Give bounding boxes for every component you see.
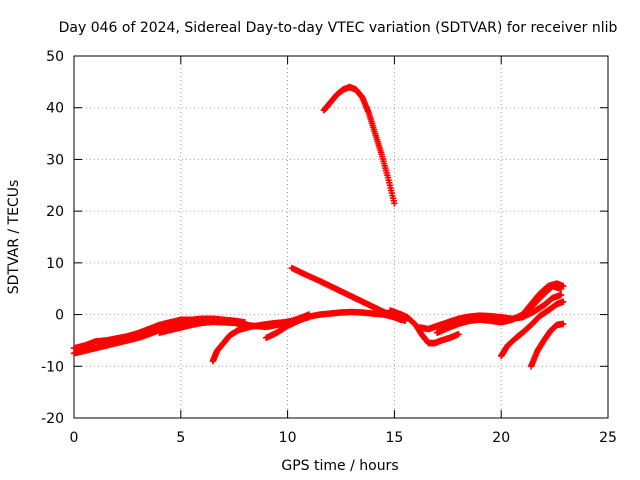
x-tick-label: 5 bbox=[176, 430, 185, 446]
series-track-12 bbox=[527, 320, 567, 370]
data-point bbox=[557, 291, 565, 299]
y-tick-label: -10 bbox=[41, 359, 64, 375]
data-point bbox=[559, 298, 567, 305]
data-point bbox=[559, 282, 567, 290]
y-tick-label: 40 bbox=[46, 101, 64, 117]
series-track-8 bbox=[386, 307, 462, 347]
series-track-11 bbox=[498, 298, 567, 360]
plot-frame bbox=[73, 55, 609, 419]
x-tick-label: 10 bbox=[279, 430, 297, 446]
y-tick-label: 20 bbox=[46, 204, 64, 220]
data-point bbox=[455, 331, 462, 338]
series-track-13 bbox=[519, 280, 567, 318]
chart-title: Day 046 of 2024, Sidereal Day-to-day VTE… bbox=[59, 20, 618, 36]
y-tick-label: 30 bbox=[46, 152, 64, 168]
x-axis-ticks: 0 5 10 15 20 25 bbox=[70, 56, 617, 446]
data-point bbox=[559, 320, 567, 328]
y-tick-label: -20 bbox=[41, 411, 64, 427]
y-tick-label: 0 bbox=[55, 308, 64, 324]
x-tick-label: 15 bbox=[385, 430, 403, 446]
x-axis-label: GPS time / hours bbox=[281, 458, 398, 474]
data-point bbox=[391, 200, 398, 207]
y-axis-ticks: -20 -10 0 10 20 30 40 50 bbox=[41, 49, 608, 427]
series-track-4 bbox=[209, 313, 313, 365]
x-tick-label: 0 bbox=[70, 430, 79, 446]
x-tick-label: 25 bbox=[599, 430, 617, 446]
y-tick-label: 50 bbox=[46, 49, 64, 65]
series-track-6 bbox=[288, 264, 409, 324]
y-tick-label: 10 bbox=[46, 256, 64, 272]
series-track-7 bbox=[320, 83, 398, 207]
grid bbox=[74, 56, 608, 418]
data-points bbox=[70, 83, 567, 370]
y-axis-label: SDTVAR / TECUs bbox=[6, 180, 22, 295]
x-tick-label: 20 bbox=[492, 430, 510, 446]
